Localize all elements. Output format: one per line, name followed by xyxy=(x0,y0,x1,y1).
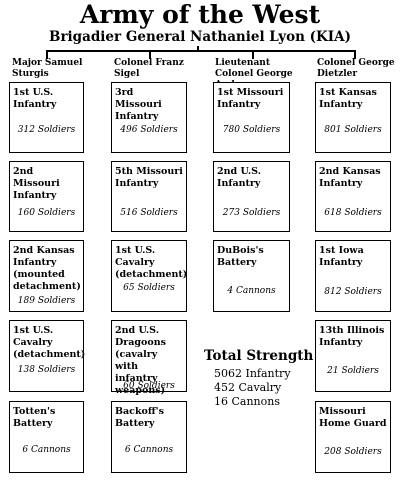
unit-box: 2nd Missouri Infantry 160 Soldiers xyxy=(9,161,84,232)
connector-trunk xyxy=(197,46,199,51)
commander-in-chief: Brigadier General Nathaniel Lyon (KIA) xyxy=(49,29,351,45)
unit-box: Missouri Home Guard 208 Soldiers xyxy=(315,401,391,473)
unit-box: 5th Missouri Infantry 516 Soldiers xyxy=(111,161,187,232)
column-commander-dietzler: Colonel George Dietzler xyxy=(317,58,395,79)
unit-strength: 496 Soldiers xyxy=(120,125,178,135)
unit-strength: 138 Soldiers xyxy=(17,365,76,375)
unit-name: Missouri Home Guard xyxy=(319,406,387,429)
unit-box: 1st Kansas Infantry 801 Soldiers xyxy=(315,82,391,153)
chart-title: Army of the West xyxy=(79,0,321,29)
unit-name: Backoff's Battery xyxy=(115,406,164,429)
unit-strength: 4 Cannons xyxy=(227,286,276,296)
column-commander-sturgis: Major Samuel Sturgis xyxy=(12,58,83,79)
unit-strength: 312 Soldiers xyxy=(17,125,76,135)
unit-box: DuBois's Battery 4 Cannons xyxy=(213,240,290,312)
unit-box: 1st U.S. Cavalry (detachment) 65 Soldier… xyxy=(111,240,187,312)
unit-strength: 801 Soldiers xyxy=(324,125,382,135)
column-commander-sigel: Colonel Franz Sigel xyxy=(114,58,184,79)
unit-name: 2nd U.S. Dragoons (cavalry with infantry… xyxy=(115,325,166,396)
unit-name: 3rd Missouri Infantry xyxy=(115,87,162,122)
unit-name: DuBois's Battery xyxy=(217,245,264,268)
unit-box: 2nd Kansas Infantry (mounted detachment)… xyxy=(9,240,84,312)
unit-strength: 208 Soldiers xyxy=(324,447,382,457)
unit-strength: 65 Soldiers xyxy=(123,283,175,293)
unit-strength: 6 Cannons xyxy=(22,445,71,455)
unit-strength: 60 Soldiers xyxy=(123,381,175,391)
unit-box: Backoff's Battery 6 Cannons xyxy=(111,401,187,473)
unit-name: 13th Illinois Infantry xyxy=(319,325,385,348)
unit-box: 1st Missouri Infantry 780 Soldiers xyxy=(213,82,290,153)
unit-name: 2nd Missouri Infantry xyxy=(13,166,60,201)
unit-box: 2nd Kansas Infantry 618 Soldiers xyxy=(315,161,391,232)
total-cavalry: 452 Cavalry xyxy=(214,381,282,394)
total-infantry: 5062 Infantry xyxy=(214,367,291,380)
unit-box: 13th Illinois Infantry 21 Soldiers xyxy=(315,320,391,392)
unit-strength: 780 Soldiers xyxy=(222,125,281,135)
unit-box: 1st U.S. Cavalry (detachment) 138 Soldie… xyxy=(9,320,86,392)
unit-strength: 618 Soldiers xyxy=(324,208,382,218)
unit-name: Totten's Battery xyxy=(13,406,56,429)
unit-box: 2nd U.S. Dragoons (cavalry with infantry… xyxy=(111,320,187,396)
unit-box: Totten's Battery 6 Cannons xyxy=(9,401,84,473)
unit-strength: 6 Cannons xyxy=(124,445,174,455)
unit-strength: 812 Soldiers xyxy=(324,287,382,297)
connector-col-4 xyxy=(354,50,356,59)
unit-name: 1st Iowa Infantry xyxy=(319,245,364,268)
unit-name: 2nd Kansas Infantry xyxy=(319,166,381,189)
unit-name: 2nd Kansas Infantry (mounted detachment) xyxy=(13,245,81,292)
unit-name: 1st U.S. Infantry xyxy=(13,87,57,110)
unit-box: 3rd Missouri Infantry 496 Soldiers xyxy=(111,82,187,153)
unit-name: 2nd U.S. Infantry xyxy=(217,166,262,189)
unit-strength: 160 Soldiers xyxy=(17,208,76,218)
unit-name: 1st Kansas Infantry xyxy=(319,87,377,110)
connector-col-3 xyxy=(252,50,254,59)
unit-name: 1st Missouri Infantry xyxy=(217,87,284,110)
unit-strength: 21 Soldiers xyxy=(327,366,379,376)
unit-box: 1st Iowa Infantry 812 Soldiers xyxy=(315,240,391,312)
unit-name: 5th Missouri Infantry xyxy=(115,166,183,189)
unit-name: 1st U.S. Cavalry (detachment) xyxy=(115,245,188,280)
unit-box: 1st U.S. Infantry 312 Soldiers xyxy=(9,82,84,153)
unit-strength: 189 Soldiers xyxy=(17,296,76,306)
unit-name: 1st U.S. Cavalry (detachment) xyxy=(13,325,86,360)
unit-box: 2nd U.S. Infantry 273 Soldiers xyxy=(213,161,290,232)
unit-strength: 516 Soldiers xyxy=(120,208,178,218)
connector-col-1 xyxy=(46,50,48,59)
total-cannons: 16 Cannons xyxy=(214,395,280,408)
connector-bar xyxy=(46,50,356,52)
connector-col-2 xyxy=(149,50,151,59)
unit-strength: 273 Soldiers xyxy=(222,208,281,218)
total-strength-title: Total Strength xyxy=(204,348,314,364)
